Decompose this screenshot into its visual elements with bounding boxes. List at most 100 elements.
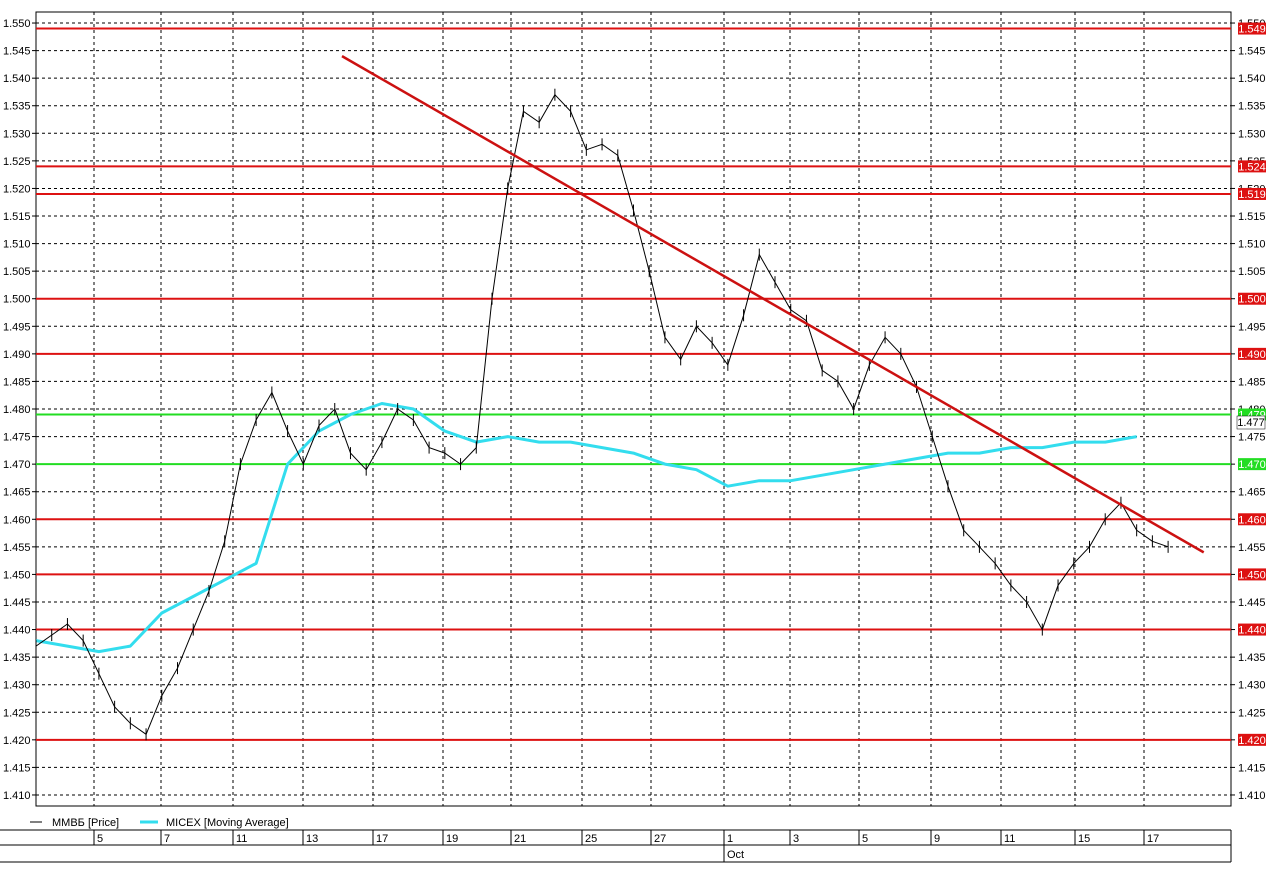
level-label-box [1238,347,1266,360]
y-tick-label-left: 1.440 [3,625,31,637]
month-label: Oct [727,849,744,861]
moving-average-line [35,402,1137,654]
y-tick-label-left: 1.475 [3,432,31,444]
y-tick-label-left: 1.495 [3,321,31,333]
x-tick-label: 27 [654,833,666,845]
level-label: 1.420 [1238,735,1266,747]
trendline [341,55,1205,554]
y-tick-label-right: 1.540 [1238,73,1266,85]
y-tick-label-left: 1.430 [3,680,31,692]
y-tick-label-left: 1.485 [3,376,31,388]
x-tick-label: 1 [727,833,733,845]
y-tick-label-right: 1.435 [1238,652,1266,664]
y-tick-label-right: 1.455 [1238,542,1266,554]
y-tick-label-left: 1.445 [3,597,31,609]
y-tick-label-right: 1.465 [1238,487,1266,499]
y-tick-label-right: 1.415 [1238,762,1266,774]
y-tick-label-left: 1.420 [3,735,31,747]
level-label-box [1238,568,1266,581]
y-tick-label-right: 1.485 [1238,376,1266,388]
level-label-box [1238,513,1266,526]
y-tick-label-left: 1.470 [3,459,31,471]
y-tick-label-left: 1.545 [3,46,31,58]
x-tick-label: 3 [793,833,799,845]
y-tick-label-right: 1.495 [1238,321,1266,333]
level-label: 1.549 [1238,24,1266,36]
y-tick-label-left: 1.505 [3,266,31,278]
x-tick-label: 13 [306,833,318,845]
y-tick-label-left: 1.415 [3,762,31,774]
level-label-box [1238,458,1266,471]
legend: MMBБ [Price] MICEX [Moving Average] [30,817,289,829]
y-tick-label-left: 1.510 [3,239,31,251]
level-label: 1.519 [1238,189,1266,201]
trendline-group [341,55,1205,554]
y-tick-label-left: 1.490 [3,349,31,361]
x-axis: Oct 5 7 11 13 17 19 21 25 27 1 3 5 9 11 15 17 [0,829,1232,863]
y-tick-label-right: 1.510 [1238,239,1266,251]
moving-average-series [35,402,1137,654]
level-label-box [1238,292,1266,305]
y-tick-label-right: 1.430 [1238,680,1266,692]
y-tick-label-right: 1.505 [1238,266,1266,278]
y-tick-label-left: 1.525 [3,156,31,168]
y-tick-label-left: 1.410 [3,790,31,802]
x-tick-label: 17 [1147,833,1159,845]
x-tick-label: 17 [376,833,388,845]
y-tick-label-left: 1.480 [3,404,31,416]
y-tick-label-right: 1.425 [1238,707,1266,719]
y-tick-label-left: 1.425 [3,707,31,719]
y-tick-label-left: 1.450 [3,569,31,581]
y-tick-label-left: 1.530 [3,128,31,140]
y-tick-label-left: 1.535 [3,101,31,113]
y-tick-label-left: 1.455 [3,542,31,554]
y-tick-label-left: 1.550 [3,18,31,30]
level-label: 1.500 [1238,294,1266,306]
x-tick-label: 15 [1078,833,1090,845]
y-tick-label-right: 1.445 [1238,597,1266,609]
level-label: 1.460 [1238,514,1266,526]
x-tick-label: 5 [97,833,103,845]
y-tick-label-left: 1.460 [3,514,31,526]
x-tick-label: 11 [1004,833,1015,845]
x-tick-label: 9 [934,833,940,845]
y-tick-label-right: 1.530 [1238,128,1266,140]
x-tick-label: 25 [585,833,597,845]
level-label: 1.490 [1238,349,1266,361]
x-tick-label: 11 [236,833,247,845]
y-tick-label-left: 1.500 [3,294,31,306]
level-label: 1.470 [1238,459,1266,471]
y-tick-label-right: 1.515 [1238,211,1266,223]
x-tick-label: 7 [164,833,170,845]
x-tick-label: 19 [446,833,458,845]
level-label-box [1238,187,1266,200]
level-label: 1.524 [1238,161,1266,173]
x-tick-label: 5 [862,833,868,845]
legend-price-label: MMBБ [Price] [52,817,119,829]
current-value-label: 1.477 [1237,417,1265,429]
level-label-box [1238,22,1266,35]
y-tick-label-left: 1.515 [3,211,31,223]
x-tick-label: 21 [514,833,526,845]
y-tick-label-right: 1.545 [1238,46,1266,58]
level-label-box [1238,623,1266,636]
y-tick-label-right: 1.535 [1238,101,1266,113]
current-value-box [1236,415,1266,430]
legend-ma-label: MICEX [Moving Average] [166,817,289,829]
level-label-box [1238,160,1266,173]
y-tick-label-left: 1.540 [3,73,31,85]
y-tick-label-left: 1.465 [3,487,31,499]
y-tick-label-right: 1.475 [1238,432,1266,444]
y-tick-label-right: 1.410 [1238,790,1266,802]
current-value-group: 1.477 [1236,415,1266,430]
level-label: 1.450 [1238,569,1266,581]
y-axis-left: 1.550 1.545 1.540 1.535 1.530 1.525 1.520 1.515… [3,18,36,802]
level-label: 1.440 [1238,625,1266,637]
level-labels: 1.5491.5241.5191.5001.4901.4791.4701.460… [1238,22,1266,747]
level-label-box [1238,733,1266,746]
y-tick-label-left: 1.435 [3,652,31,664]
y-tick-label-left: 1.520 [3,183,31,195]
